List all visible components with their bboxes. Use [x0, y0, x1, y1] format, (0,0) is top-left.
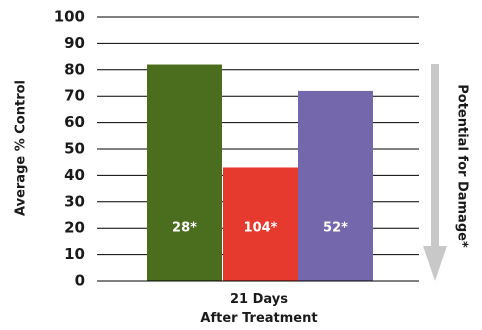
category-label-line2: After Treatment: [200, 311, 317, 326]
y-tick-label-0: 0: [75, 272, 85, 290]
y-tick-label-50: 50: [64, 140, 85, 158]
y-tick-label-70: 70: [64, 87, 85, 105]
bars: [147, 64, 373, 282]
damage-arrow: [423, 64, 447, 281]
bar-label-1: 28*: [172, 221, 197, 236]
damage-annotation: Potential for Damage*: [455, 84, 470, 248]
y-tick-labels: 0 10 20 30 40 50 60 70 80 90 100: [54, 8, 85, 290]
category-label-line1: 21 Days: [230, 292, 288, 307]
y-tick-label-30: 30: [64, 192, 85, 210]
bar-1: [147, 64, 222, 282]
y-tick-label-100: 100: [54, 8, 85, 26]
damage-arrow-shaft: [431, 64, 439, 248]
y-tick-label-10: 10: [64, 245, 85, 263]
y-axis-title: Average % Control: [14, 80, 29, 216]
bar-labels: 28* 104* 52*: [172, 221, 348, 236]
y-tick-label-60: 60: [64, 113, 85, 131]
y-tick-label-90: 90: [64, 34, 85, 52]
y-tick-label-20: 20: [64, 219, 85, 237]
bar-label-2: 104*: [244, 221, 278, 236]
bar-2: [223, 167, 298, 281]
bar-3: [298, 90, 373, 281]
bar-label-3: 52*: [323, 221, 348, 236]
y-tick-label-40: 40: [64, 166, 85, 184]
damage-arrow-head: [423, 246, 447, 281]
y-tick-label-80: 80: [64, 60, 85, 78]
